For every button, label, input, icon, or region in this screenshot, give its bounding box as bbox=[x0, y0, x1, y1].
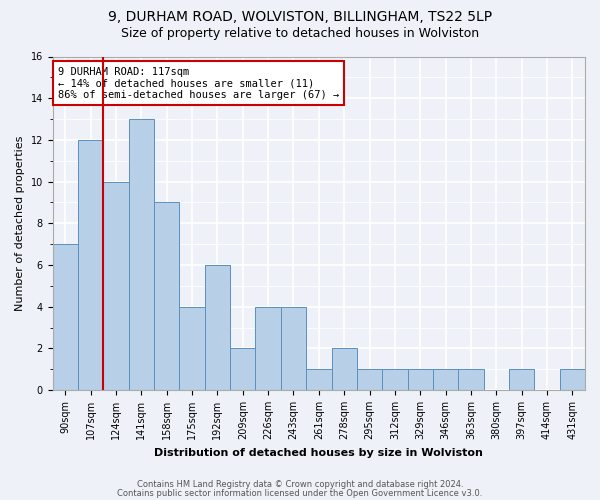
Y-axis label: Number of detached properties: Number of detached properties bbox=[15, 136, 25, 311]
Bar bbox=[407, 369, 433, 390]
Bar bbox=[230, 348, 256, 390]
Bar bbox=[78, 140, 103, 390]
Bar bbox=[103, 182, 129, 390]
Bar bbox=[382, 369, 407, 390]
Text: Contains HM Land Registry data © Crown copyright and database right 2024.: Contains HM Land Registry data © Crown c… bbox=[137, 480, 463, 489]
Text: Contains public sector information licensed under the Open Government Licence v3: Contains public sector information licen… bbox=[118, 488, 482, 498]
Bar bbox=[256, 306, 281, 390]
Bar bbox=[205, 265, 230, 390]
Bar bbox=[306, 369, 332, 390]
Bar bbox=[281, 306, 306, 390]
Bar bbox=[357, 369, 382, 390]
Bar bbox=[560, 369, 585, 390]
Text: Size of property relative to detached houses in Wolviston: Size of property relative to detached ho… bbox=[121, 28, 479, 40]
Bar bbox=[509, 369, 535, 390]
Bar bbox=[433, 369, 458, 390]
Bar bbox=[53, 244, 78, 390]
Bar bbox=[332, 348, 357, 390]
Text: 9, DURHAM ROAD, WOLVISTON, BILLINGHAM, TS22 5LP: 9, DURHAM ROAD, WOLVISTON, BILLINGHAM, T… bbox=[108, 10, 492, 24]
X-axis label: Distribution of detached houses by size in Wolviston: Distribution of detached houses by size … bbox=[154, 448, 483, 458]
Text: 9 DURHAM ROAD: 117sqm
← 14% of detached houses are smaller (11)
86% of semi-deta: 9 DURHAM ROAD: 117sqm ← 14% of detached … bbox=[58, 66, 339, 100]
Bar bbox=[129, 119, 154, 390]
Bar bbox=[154, 202, 179, 390]
Bar bbox=[458, 369, 484, 390]
Bar bbox=[179, 306, 205, 390]
